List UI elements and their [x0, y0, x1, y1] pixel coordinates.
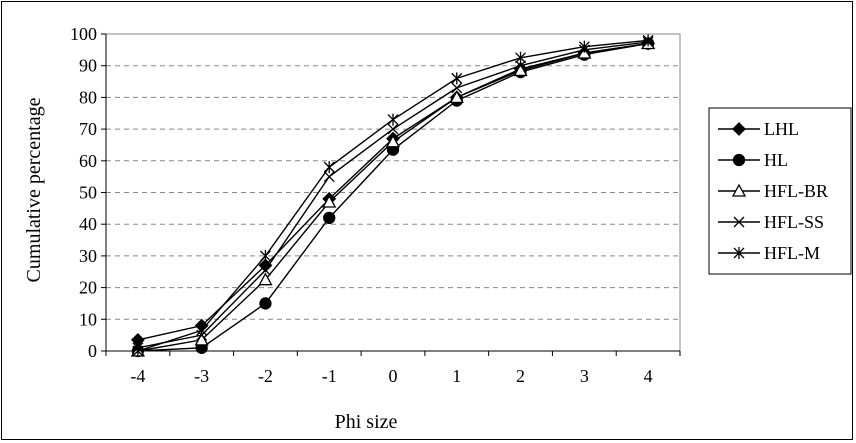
legend-label: HFL-BR	[764, 181, 828, 201]
y-tick-label: 40	[79, 214, 97, 234]
data-point	[196, 324, 208, 337]
legend-marker	[732, 153, 746, 167]
x-axis-label: Phi size	[335, 411, 398, 433]
data-point	[259, 264, 271, 276]
series-hl	[131, 37, 655, 358]
legend-label: HFL-M	[764, 243, 820, 263]
legend-item: HL	[718, 150, 788, 170]
x-axis-ticks: -4 -3 -2 -1 0 1 2 3 4	[105, 351, 681, 386]
data-point	[385, 134, 401, 148]
y-tick-label: 60	[79, 151, 97, 171]
legend-item: HFL-M	[718, 243, 820, 263]
y-tick-label: 80	[79, 87, 97, 107]
data-point	[387, 113, 399, 126]
data-point	[259, 297, 272, 310]
x-tick-label: -2	[258, 366, 273, 386]
series-line	[137, 39, 649, 352]
data-point	[258, 272, 273, 286]
y-axis-ticks: 0 10 20 30 40 50 60 70 80 90 100	[70, 24, 106, 361]
series-lhl	[130, 36, 656, 347]
legend: LHL HL HFL-BR HFL-SS HFL-M	[708, 107, 852, 275]
y-tick-label: 10	[79, 309, 97, 329]
y-tick-label: 0	[88, 341, 97, 361]
x-tick-label: 1	[452, 366, 461, 386]
legend-item: LHL	[718, 119, 799, 139]
series-line	[137, 42, 649, 341]
legend-marker	[733, 216, 745, 228]
series-line	[137, 42, 649, 352]
x-tick-label: 3	[580, 366, 589, 386]
data-point	[323, 161, 335, 174]
legend-label: HL	[764, 150, 788, 170]
legend-marker	[731, 183, 747, 197]
data-point	[323, 211, 336, 225]
series-layer	[130, 34, 656, 358]
legend-item: HFL-SS	[718, 212, 824, 232]
series-line	[137, 41, 649, 349]
legend-marker	[732, 122, 746, 136]
y-tick-label: 30	[79, 246, 97, 266]
legend-label: LHL	[764, 119, 799, 139]
data-point	[515, 51, 527, 64]
x-tick-label: -4	[130, 366, 145, 386]
data-point	[322, 194, 337, 208]
y-tick-label: 50	[79, 183, 97, 203]
x-tick-label: 0	[389, 366, 398, 386]
legend-marker	[733, 247, 745, 259]
data-point	[451, 72, 463, 85]
data-point	[387, 123, 399, 135]
series-hfl-m	[132, 34, 654, 357]
y-axis-label: Cumulative percentage	[23, 97, 45, 282]
x-tick-label: -3	[194, 366, 209, 386]
data-point	[259, 249, 271, 262]
x-tick-label: 4	[644, 366, 653, 386]
grid-lines	[106, 65, 680, 320]
y-tick-label: 100	[70, 24, 97, 44]
data-point	[515, 60, 527, 72]
data-point	[449, 90, 464, 104]
y-tick-label: 70	[79, 119, 97, 139]
x-tick-label: 2	[516, 366, 525, 386]
data-point	[451, 82, 463, 94]
legend-item: HFL-BR	[718, 181, 828, 201]
y-tick-label: 20	[79, 278, 97, 298]
data-point	[642, 34, 654, 47]
data-point	[323, 171, 335, 183]
data-point	[194, 332, 209, 346]
x-tick-label: -1	[322, 366, 337, 386]
data-point	[578, 40, 590, 53]
series-line	[137, 42, 649, 352]
y-tick-label: 90	[79, 56, 97, 76]
legend-label: HFL-SS	[764, 212, 824, 232]
series-hfl-br	[130, 36, 656, 357]
data-point	[132, 345, 144, 357]
series-hfl-ss	[132, 36, 654, 354]
data-point	[513, 63, 528, 77]
